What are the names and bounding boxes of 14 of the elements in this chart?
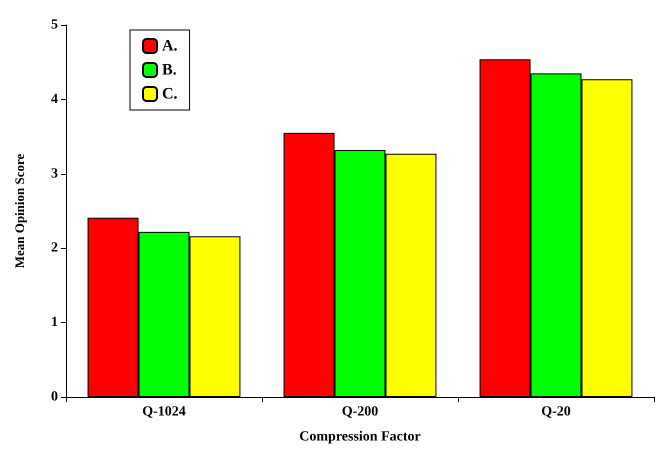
y-tick-label: 4 (51, 92, 58, 107)
x-tick-label: Q-200 (342, 404, 378, 420)
x-tick-label: Q-1024 (142, 404, 186, 420)
legend-label: A. (162, 38, 178, 54)
legend-label: C. (162, 86, 178, 102)
y-tick-label: 5 (51, 18, 58, 32)
y-tick-label: 1 (51, 315, 58, 330)
x-axis-title: Compression Factor (299, 430, 421, 444)
y-tick-label: 0 (51, 390, 58, 404)
y-tick-label: 3 (51, 166, 58, 182)
x-tick-label: Q-20 (541, 404, 571, 420)
legend-label: B. (162, 62, 177, 78)
y-axis-title: Mean Opinion Score (12, 153, 27, 268)
y-tick-label: 2 (51, 240, 58, 256)
